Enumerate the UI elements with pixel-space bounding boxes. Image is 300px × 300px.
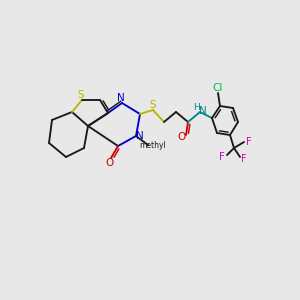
Text: Cl: Cl [213, 83, 223, 93]
Text: methyl: methyl [140, 140, 166, 149]
Text: S: S [78, 90, 84, 100]
Text: O: O [106, 158, 114, 168]
Text: F: F [241, 154, 247, 164]
Text: O: O [177, 132, 185, 142]
Text: F: F [246, 137, 252, 147]
Text: N: N [117, 93, 125, 103]
Text: H: H [194, 103, 200, 112]
Text: F: F [219, 152, 225, 162]
Text: S: S [150, 100, 156, 110]
Text: N: N [136, 131, 144, 141]
Text: N: N [199, 106, 207, 116]
